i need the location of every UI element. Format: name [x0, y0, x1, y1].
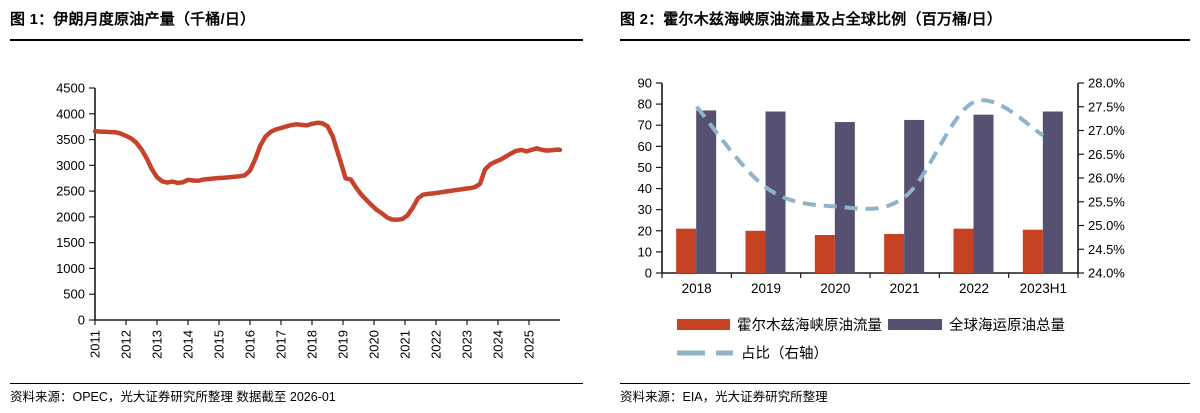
right-y-axis: 24.0% 24.5% 25.0% 25.5% 26.0% 26.5% 27.0% 27.5%…: [1077, 76, 1125, 281]
svg-text:2018: 2018: [305, 330, 320, 359]
svg-text:90: 90: [638, 76, 652, 91]
svg-text:2022: 2022: [429, 330, 444, 359]
svg-text:2000: 2000: [56, 209, 85, 224]
svg-text:占比（右轴）: 占比（右轴）: [741, 345, 828, 362]
svg-text:霍尔木兹海峡原油流量: 霍尔木兹海峡原油流量: [737, 317, 882, 334]
svg-text:2024: 2024: [491, 330, 506, 359]
figure-1-title: 图 1：伊朗月度原油产量（千桶/日）: [10, 8, 583, 41]
figure-2-source: 资料来源：EIA，光大证券研究所整理: [620, 383, 1190, 405]
svg-text:2017: 2017: [274, 330, 289, 359]
svg-text:500: 500: [63, 287, 85, 302]
iran-production-line-chart: 0 500 1000 1500 2000 2500 3000 3500 4000 4500 2011…: [56, 81, 563, 359]
share-line-series: [695, 98, 1045, 211]
svg-text:27.5%: 27.5%: [1088, 99, 1125, 114]
figure-1-source: 资料来源：OPEC，光大证券研究所整理 数据截至 2026-01: [10, 383, 583, 405]
svg-text:2015: 2015: [212, 330, 227, 359]
figure-2-hormuz-flow: 图 2：霍尔木兹海峡原油流量及占全球比例（百万桶/日） 0 10 20 30 40 50 6…: [620, 8, 1190, 405]
svg-text:25.0%: 25.0%: [1088, 218, 1125, 233]
svg-text:2019: 2019: [336, 330, 351, 359]
flow-bars: [676, 110, 1063, 274]
x-axis: 2018 2019 2020 2021 2022 2023H1: [661, 272, 1079, 296]
svg-text:24.5%: 24.5%: [1088, 242, 1125, 257]
legend-swatch-hormuz-flow: [677, 319, 730, 330]
svg-text:4000: 4000: [56, 106, 85, 121]
legend-swatch-global-seaborne: [888, 319, 942, 330]
svg-text:3000: 3000: [56, 158, 85, 173]
svg-text:0: 0: [78, 313, 85, 328]
svg-text:3500: 3500: [56, 132, 85, 147]
svg-text:4500: 4500: [56, 81, 85, 96]
hormuz-flow-bar-chart: 010203040506070809024.0%24.5%25.0%25.5%2…: [638, 76, 1126, 363]
x-axis: 2011 2012 2013 2014 2015 2016 2017 2018 2019 2020…: [88, 319, 560, 359]
svg-text:50: 50: [638, 160, 652, 175]
svg-text:2500: 2500: [56, 184, 85, 199]
production-line-series: [92, 120, 563, 222]
svg-text:28.0%: 28.0%: [1088, 76, 1125, 91]
svg-text:1500: 1500: [56, 235, 85, 250]
svg-text:2019: 2019: [751, 281, 781, 296]
svg-text:2011: 2011: [88, 330, 103, 358]
svg-text:70: 70: [638, 118, 652, 133]
left-y-axis: 0 10 20 30 40 50 60 70 80 90: [638, 76, 663, 281]
svg-text:2021: 2021: [398, 330, 413, 359]
svg-text:10: 10: [638, 244, 652, 259]
svg-text:2023H1: 2023H1: [1020, 281, 1067, 296]
svg-text:2020: 2020: [367, 330, 382, 359]
svg-text:60: 60: [638, 139, 652, 154]
svg-text:2023: 2023: [460, 330, 475, 359]
svg-text:2016: 2016: [243, 330, 258, 359]
y-axis: 0 500 1000 1500 2000 2500 3000 3500 4000 4500: [56, 81, 96, 328]
svg-text:40: 40: [638, 181, 652, 196]
svg-text:全球海运原油总量: 全球海运原油总量: [949, 316, 1065, 334]
svg-text:2013: 2013: [150, 330, 165, 359]
svg-text:2014: 2014: [181, 330, 196, 359]
svg-text:26.0%: 26.0%: [1088, 171, 1125, 186]
svg-text:27.0%: 27.0%: [1088, 123, 1125, 138]
figure-1-iran-production: 图 1：伊朗月度原油产量（千桶/日） 0 500 1000 1500 2000 2500 3…: [10, 8, 583, 405]
svg-text:2018: 2018: [682, 281, 712, 296]
svg-text:2025: 2025: [522, 330, 537, 359]
svg-text:20: 20: [638, 223, 652, 238]
svg-text:30: 30: [638, 202, 652, 217]
svg-text:2020: 2020: [820, 281, 850, 296]
svg-text:2022: 2022: [959, 281, 989, 296]
figure-2-title: 图 2：霍尔木兹海峡原油流量及占全球比例（百万桶/日）: [620, 8, 1190, 41]
svg-text:2012: 2012: [119, 330, 134, 359]
svg-text:1000: 1000: [56, 261, 85, 276]
svg-text:25.5%: 25.5%: [1088, 194, 1125, 209]
svg-text:80: 80: [638, 97, 652, 112]
svg-text:24.0%: 24.0%: [1088, 266, 1125, 281]
svg-text:26.5%: 26.5%: [1088, 147, 1125, 162]
svg-text:2021: 2021: [890, 281, 920, 296]
svg-text:0: 0: [645, 266, 652, 281]
